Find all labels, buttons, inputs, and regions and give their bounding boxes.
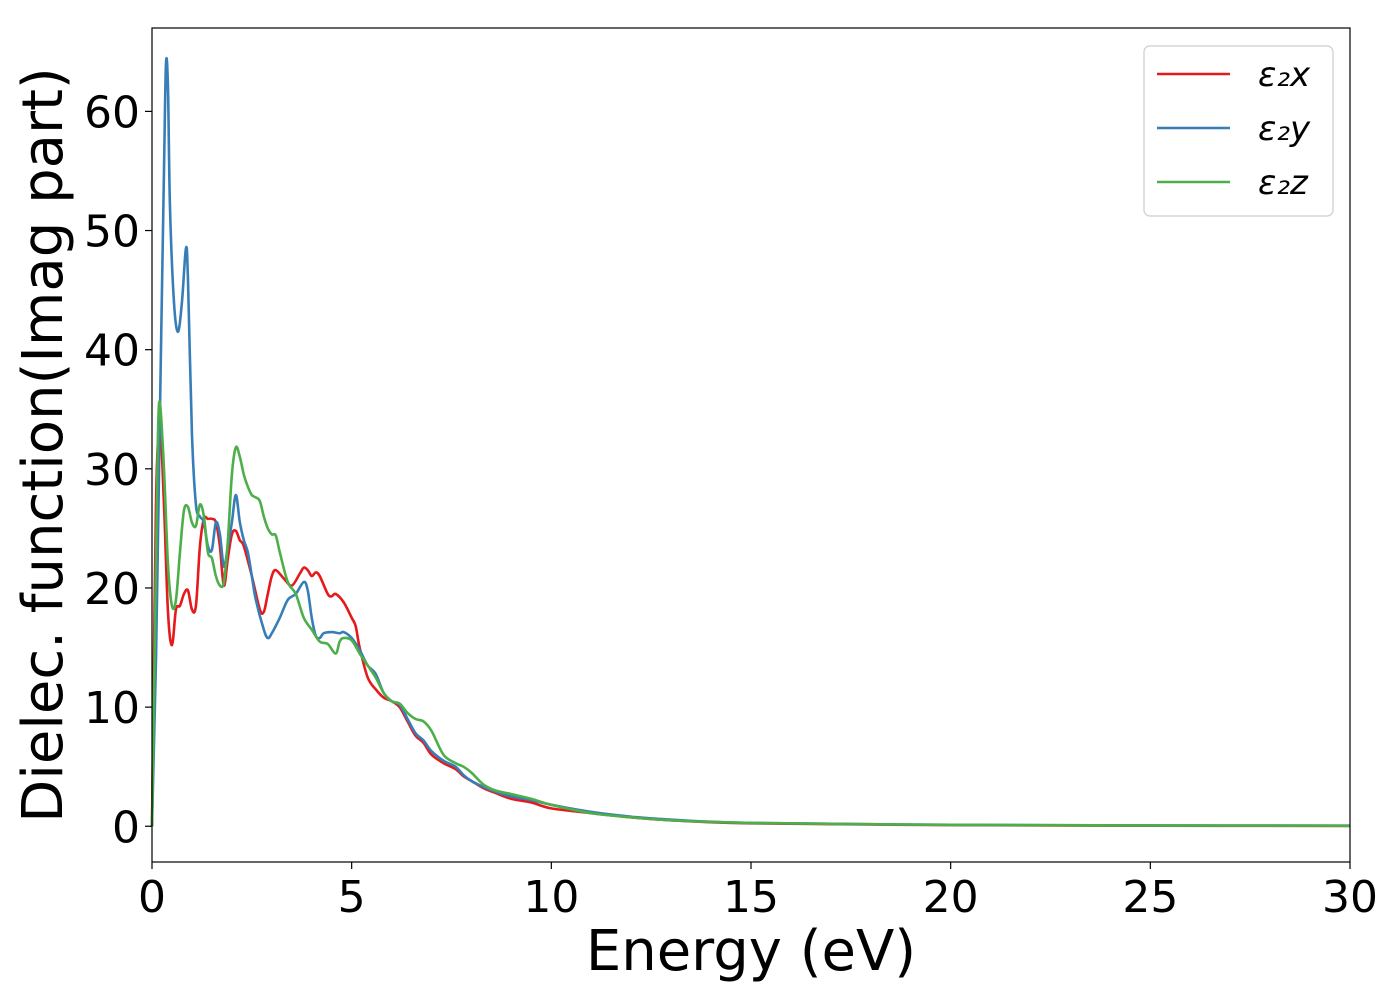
x-tick-label: 0 bbox=[138, 872, 166, 923]
y-tick-label: 50 bbox=[84, 207, 140, 258]
legend-box bbox=[1143, 45, 1334, 217]
x-tick-label: 20 bbox=[923, 872, 979, 923]
legend-label-0: ε₂x bbox=[1258, 55, 1311, 95]
y-tick-label: 60 bbox=[84, 87, 140, 138]
x-tick-label: 30 bbox=[1322, 872, 1378, 923]
series-layer bbox=[150, 56, 1351, 828]
y-axis-ticks: 0 10 20 30 40 50 60 bbox=[84, 87, 152, 853]
legend: ε₂x ε₂y ε₂z bbox=[1143, 45, 1334, 217]
x-tick-label: 10 bbox=[523, 872, 579, 923]
y-tick-label: 40 bbox=[84, 326, 140, 377]
x-tick-label: 15 bbox=[723, 872, 779, 923]
x-tick-label: 5 bbox=[338, 872, 366, 923]
x-axis-label: Energy (eV) bbox=[586, 919, 916, 984]
legend-label-1: ε₂y bbox=[1258, 109, 1311, 149]
y-tick-label: 20 bbox=[84, 564, 140, 615]
y-tick-label: 0 bbox=[112, 802, 140, 853]
y-tick-label: 10 bbox=[84, 683, 140, 734]
legend-label-2: ε₂z bbox=[1258, 163, 1309, 203]
y-axis-label: Dielec. function(Imag part) bbox=[11, 67, 76, 823]
x-axis-ticks: 0 5 10 15 20 25 30 bbox=[138, 862, 1378, 923]
series-line-2 bbox=[150, 400, 1351, 827]
y-tick-label: 30 bbox=[84, 445, 140, 496]
x-tick-label: 25 bbox=[1122, 872, 1178, 923]
